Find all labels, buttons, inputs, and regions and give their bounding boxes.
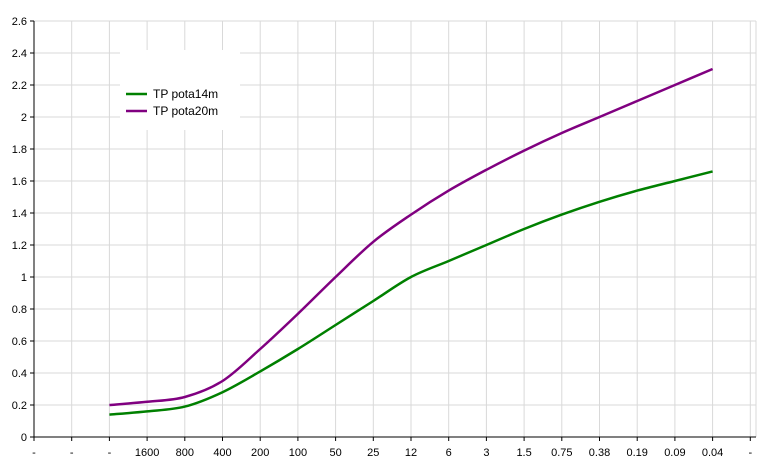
x-tick-label: 25	[367, 447, 379, 459]
y-tick-label: 0.6	[12, 336, 27, 348]
y-tick-label: 1	[21, 272, 27, 284]
x-tick-label: -	[32, 447, 36, 459]
x-tick-label: 400	[213, 447, 231, 459]
y-tick-label: 1.2	[12, 240, 27, 252]
y-tick-label: 0.2	[12, 400, 27, 412]
y-tick-label: 1.8	[12, 144, 27, 156]
series-lines	[109, 67, 714, 416]
x-tick-label: 6	[446, 447, 452, 459]
y-tick-label: 0.4	[12, 368, 27, 380]
x-tick-label: 50	[329, 447, 341, 459]
x-tick-label: 0.04	[702, 447, 723, 459]
x-tick-label: 1600	[135, 447, 159, 459]
x-tick-label: -	[108, 447, 112, 459]
x-tick-label: 3	[483, 447, 489, 459]
series-line-tp-pota20m	[109, 67, 714, 407]
x-tick-label: 0.19	[626, 447, 647, 459]
axes	[33, 21, 756, 438]
y-tick-label: 0	[21, 432, 27, 444]
x-tick-label: 200	[251, 447, 269, 459]
y-tick-label: 1.6	[12, 176, 27, 188]
y-tick-label: 1.4	[12, 208, 27, 220]
x-tick-label: -	[748, 447, 752, 459]
y-tick-label: 2	[21, 112, 27, 124]
series-line-tp-pota14m	[109, 170, 713, 416]
x-tick-label: 12	[405, 447, 417, 459]
x-axis-ticks: - - - 1600 800 400 200 100 50 25 12 6 3 1.5 0.75 0.38 0.…	[32, 437, 752, 459]
y-tick-label: 2.2	[12, 80, 27, 92]
x-tick-label: 0.09	[664, 447, 685, 459]
legend: TP pota14m TP pota20m	[120, 50, 240, 130]
legend-background	[120, 50, 240, 130]
x-tick-label: 800	[176, 447, 194, 459]
x-tick-label: 0.38	[589, 447, 610, 459]
y-axis-ticks: 0 0.2 0.4 0.6 0.8 1 1.2 1.4 1.6 1.8 2 2.2 2.4 2.6	[12, 16, 34, 444]
x-tick-label: -	[70, 447, 74, 459]
y-tick-label: 2.6	[12, 16, 27, 28]
x-tick-label: 0.75	[551, 447, 572, 459]
x-tick-label: 1.5	[516, 447, 531, 459]
legend-label-tp-pota20m: TP pota20m	[153, 104, 218, 118]
y-tick-label: 2.4	[12, 48, 27, 60]
x-tick-label: 100	[289, 447, 307, 459]
legend-label-tp-pota14m: TP pota14m	[153, 87, 218, 101]
y-tick-label: 0.8	[12, 304, 27, 316]
